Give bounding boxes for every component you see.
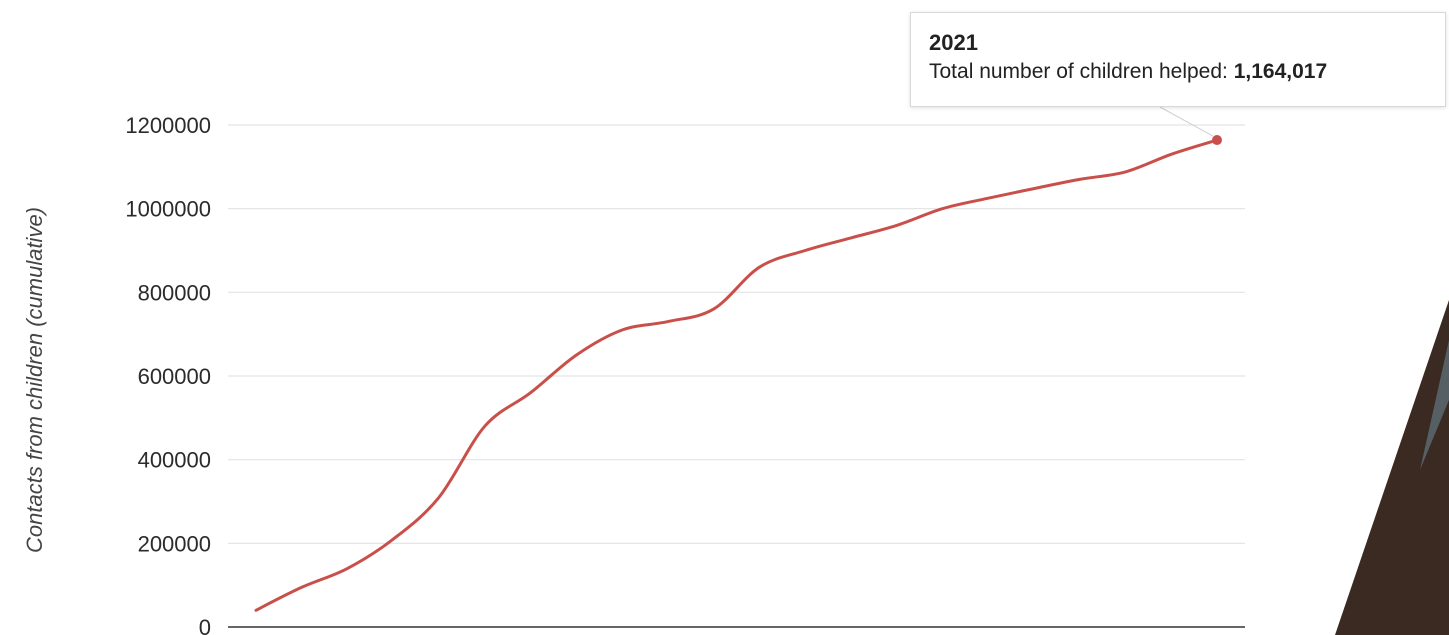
y-tick-label: 600000 (138, 364, 211, 389)
y-tick-label: 0 (199, 615, 211, 635)
data-tooltip: 2021 Total number of children helped: 1,… (910, 12, 1446, 107)
photo-edge (1335, 300, 1449, 635)
tooltip-value: 1,164,017 (1233, 60, 1328, 83)
y-tick-label: 1000000 (125, 197, 211, 222)
tooltip-label: Total number of children helped: (929, 60, 1228, 83)
y-tick-label: 200000 (138, 531, 211, 556)
y-tick-label: 1200000 (125, 113, 211, 138)
highlight-point[interactable] (1212, 135, 1222, 146)
tooltip-text: Total number of children helped: 1,164,0… (929, 57, 1445, 87)
y-tick-label: 400000 (138, 448, 211, 473)
grid-lines (228, 124, 1245, 544)
tooltip-pointer (1159, 106, 1214, 137)
series-layer (254, 106, 1222, 612)
tooltip-year: 2021 (929, 30, 978, 55)
y-tick-label: 800000 (138, 280, 211, 305)
series-line (254, 138, 1219, 612)
y-axis-title: Contacts from children (cumulative) (22, 207, 47, 553)
y-axis-ticks: 0 200000 400000 600000 800000 1000000 1200000 (125, 113, 211, 635)
